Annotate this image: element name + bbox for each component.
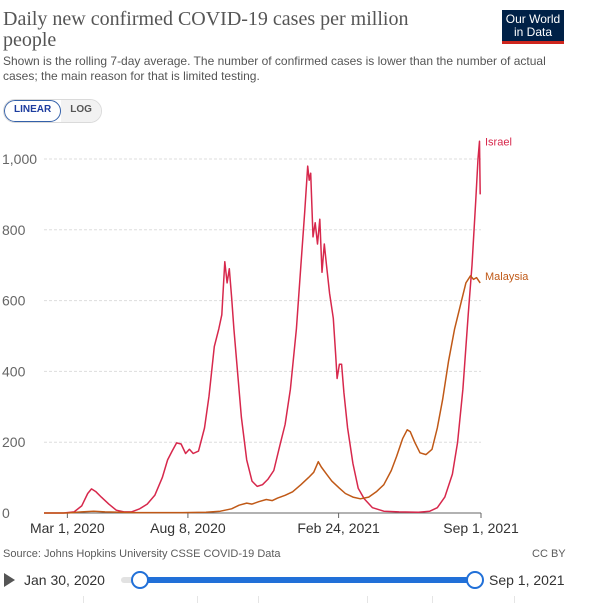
tab-divider: [367, 596, 368, 603]
timeline-start-label: Jan 30, 2020: [24, 572, 105, 588]
log-scale-button[interactable]: LOG: [61, 100, 101, 122]
timeline-end-handle[interactable]: [466, 571, 484, 589]
y-axis: 0 200 400 600 800 1,000: [2, 151, 37, 521]
tab-divider: [432, 596, 433, 603]
chart-subtitle: Shown is the rolling 7-day average. The …: [3, 54, 546, 83]
timeline-end-label: Sep 1, 2021: [489, 572, 565, 588]
timeline-start-handle[interactable]: [131, 571, 149, 589]
x-tick-label: Sep 1, 2021: [443, 520, 519, 536]
y-tick-label: 1,000: [2, 151, 37, 167]
x-tick-label: Aug 8, 2020: [150, 520, 226, 536]
chart-area: 0 200 400 600 800 1,000 Mar 1, 2020 Aug 8, 202…: [2, 136, 529, 536]
series-label-israel: Israel: [485, 136, 512, 148]
tab-divider: [83, 596, 84, 603]
license-link[interactable]: CC BY: [532, 548, 566, 560]
series-line-malaysia: [44, 275, 481, 514]
x-tick-label: Feb 24, 2021: [297, 520, 380, 536]
y-tick-label: 600: [2, 293, 26, 309]
y-gridlines: [44, 158, 481, 443]
tab-divider: [197, 596, 198, 603]
x-tick-label: Mar 1, 2020: [30, 520, 105, 536]
series-line-israel: [44, 140, 481, 514]
series-lines: [44, 140, 481, 514]
source-note[interactable]: Source: Johns Hopkins University CSSE CO…: [3, 548, 281, 560]
series-label-malaysia: Malaysia: [485, 271, 529, 283]
logo-line-2: in Data: [513, 25, 553, 39]
logo-line-1: Our World: [505, 12, 561, 26]
y-tick-label: 800: [2, 222, 26, 238]
chart-title: Daily new confirmed COVID-19 cases per m…: [3, 8, 409, 51]
y-tick-label: 400: [2, 363, 26, 379]
timeline: Jan 30, 2020 Sep 1, 2021: [0, 566, 592, 594]
scale-toggle[interactable]: LINEAR LOG: [3, 99, 102, 123]
play-icon[interactable]: [4, 573, 15, 587]
y-tick-label: 200: [2, 434, 26, 450]
tab-divider: [514, 596, 515, 603]
linear-scale-button[interactable]: LINEAR: [4, 100, 62, 122]
owid-logo[interactable]: Our World in Data: [502, 10, 564, 44]
timeline-selected-range[interactable]: [140, 577, 475, 583]
tab-divider: [258, 596, 259, 603]
y-tick-label: 0: [2, 505, 10, 521]
series-labels: Israel Malaysia: [485, 136, 529, 283]
x-axis: Mar 1, 2020 Aug 8, 2020 Feb 24, 2021 Sep 1,…: [30, 512, 519, 536]
